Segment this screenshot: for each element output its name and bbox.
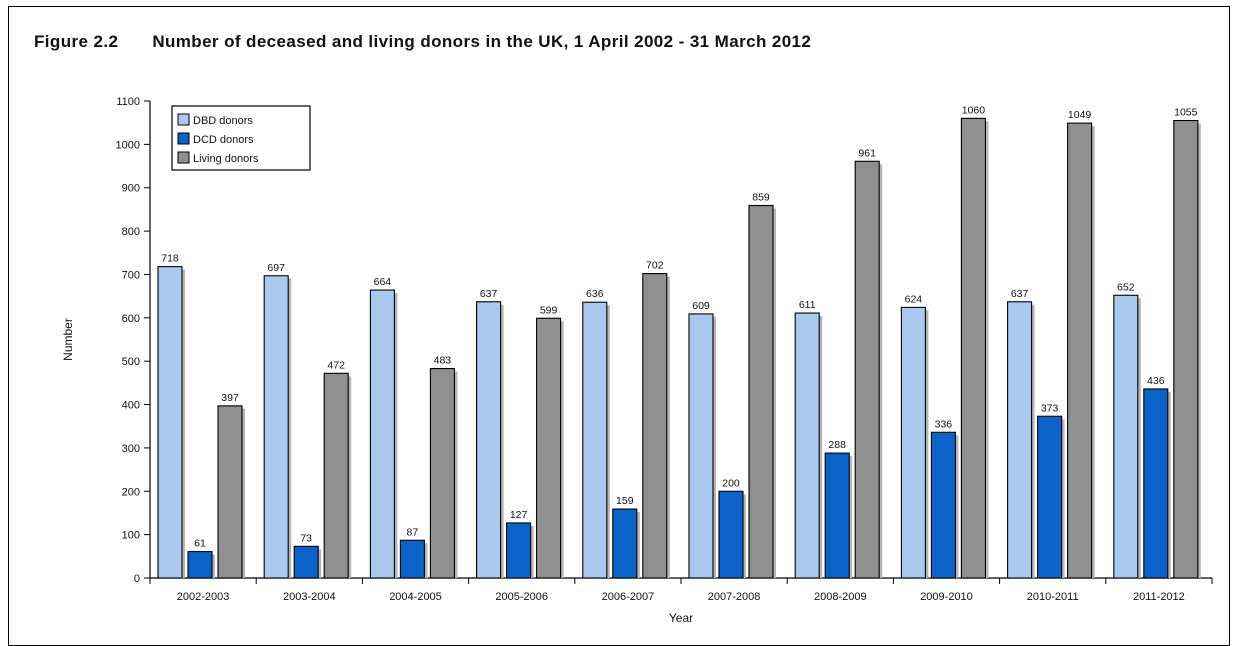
data-label: 397 <box>221 392 239 404</box>
data-label: 624 <box>905 293 923 305</box>
y-tick-label: 700 <box>122 269 140 281</box>
bar <box>323 372 349 579</box>
data-label: 637 <box>1011 288 1029 300</box>
bar <box>1143 388 1169 579</box>
data-label: 373 <box>1041 402 1059 414</box>
bar <box>642 273 668 579</box>
x-tick-label: 2011-2012 <box>1133 591 1185 603</box>
figure-number: Figure 2.2 <box>34 32 119 51</box>
bar <box>1173 119 1199 579</box>
y-axis-title: Number <box>61 318 75 361</box>
legend-swatch <box>177 113 190 126</box>
bar <box>612 508 638 579</box>
bar <box>582 301 608 579</box>
data-label: 859 <box>752 192 770 204</box>
bar <box>506 522 532 579</box>
figure-title-text: Number of deceased and living donors in … <box>152 32 812 51</box>
bar <box>293 545 319 579</box>
x-tick-label: 2005-2006 <box>495 591 548 603</box>
data-label: 718 <box>161 253 179 265</box>
bar <box>1113 294 1139 579</box>
bar <box>187 550 213 579</box>
data-label: 1060 <box>962 104 986 116</box>
data-label: 483 <box>434 355 452 367</box>
data-label: 436 <box>1147 375 1165 387</box>
data-label: 336 <box>935 418 953 430</box>
y-tick-label: 1100 <box>116 96 140 108</box>
y-tick-label: 200 <box>122 486 140 498</box>
bar <box>263 275 289 579</box>
x-tick-label: 2010-2011 <box>1027 591 1079 603</box>
x-tick-label: 2006-2007 <box>602 591 655 603</box>
bar <box>824 452 850 579</box>
data-label: 73 <box>300 532 312 544</box>
bar <box>1007 301 1033 579</box>
bar <box>217 405 243 579</box>
y-tick-label: 900 <box>122 183 140 195</box>
y-tick-label: 100 <box>122 530 140 542</box>
bar <box>718 490 744 579</box>
bar <box>476 301 502 579</box>
data-label: 159 <box>616 495 634 507</box>
y-tick-label: 300 <box>122 443 140 455</box>
data-label: 702 <box>646 260 664 272</box>
bar-chart: 0 100 200 300 400 500 600 700 800 900 1000 1100 Numb… <box>61 96 1213 625</box>
data-label: 599 <box>540 304 558 316</box>
bar <box>1037 415 1063 579</box>
bar <box>429 368 455 579</box>
bar <box>369 289 395 579</box>
legend-swatch <box>177 132 190 145</box>
data-label: 1055 <box>1174 107 1198 119</box>
bar <box>930 431 956 579</box>
figure-title: Figure 2.2 Number of deceased and living … <box>34 32 811 52</box>
legend-label: DBD donors <box>193 115 253 127</box>
data-label: 697 <box>267 262 285 274</box>
data-label: 87 <box>407 526 419 538</box>
x-tick-label: 2003-2004 <box>283 591 336 603</box>
chart-legend: DBD donors DCD donors Living donors <box>171 105 311 171</box>
bar <box>960 117 986 579</box>
y-tick-label: 0 <box>134 573 140 585</box>
x-tick-label: 2009-2010 <box>920 591 973 603</box>
data-label: 127 <box>510 509 528 521</box>
legend-label: Living donors <box>193 153 259 165</box>
chart-bars <box>157 117 1201 579</box>
chart-axes: 0 100 200 300 400 500 600 700 800 900 1000 1100 Numb… <box>61 96 1213 625</box>
bar <box>900 306 926 579</box>
bar <box>536 317 562 579</box>
bar <box>854 160 880 579</box>
legend-swatch <box>177 151 190 164</box>
data-label: 61 <box>194 538 206 550</box>
data-label: 200 <box>722 477 740 489</box>
data-label: 961 <box>858 147 876 159</box>
x-tick-label: 2004-2005 <box>389 591 442 603</box>
x-tick-label: 2007-2008 <box>708 591 761 603</box>
chart-data-labels: 718 61 397 697 73 472 664 87 483 637 127 599 636 159 7… <box>161 104 1197 549</box>
data-label: 611 <box>799 299 816 311</box>
data-label: 637 <box>480 288 498 300</box>
bar <box>399 539 425 579</box>
y-tick-label: 500 <box>122 356 140 368</box>
legend-box <box>171 105 311 171</box>
data-label: 664 <box>374 276 392 288</box>
data-label: 288 <box>828 439 846 451</box>
data-label: 472 <box>327 359 345 371</box>
x-tick-label: 2008-2009 <box>814 591 867 603</box>
bar <box>688 313 714 579</box>
bar <box>1067 122 1093 579</box>
bar <box>748 204 774 579</box>
y-tick-label: 800 <box>122 226 140 238</box>
data-label: 652 <box>1117 281 1135 293</box>
y-tick-label: 600 <box>122 313 140 325</box>
y-tick-label: 1000 <box>116 139 140 151</box>
data-label: 609 <box>692 300 710 312</box>
data-label: 1049 <box>1068 109 1092 121</box>
x-axis-title: Year <box>669 611 693 625</box>
y-tick-label: 400 <box>122 400 140 412</box>
x-tick-label: 2002-2003 <box>177 591 230 603</box>
legend-label: DCD donors <box>193 134 254 146</box>
bar <box>794 312 820 579</box>
data-label: 636 <box>586 288 604 300</box>
bar <box>157 266 183 579</box>
